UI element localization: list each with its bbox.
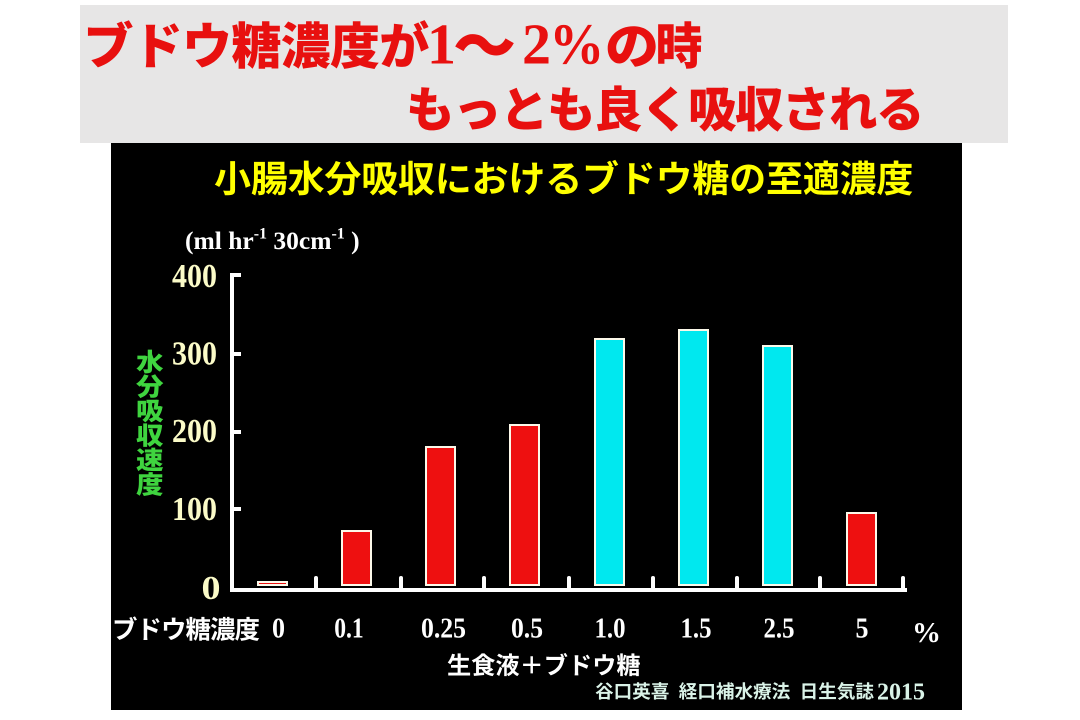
svg-text:100: 100 (172, 491, 217, 528)
svg-text:0.25: 0.25 (421, 613, 466, 645)
svg-text:0: 0 (272, 613, 285, 645)
svg-text:(ml hr-1 30cm-1 ): (ml hr-1 30cm-1 ) (185, 226, 360, 256)
svg-text:2015: 2015 (877, 680, 925, 706)
svg-text:0.1: 0.1 (334, 613, 364, 645)
svg-text:400: 400 (172, 258, 217, 295)
svg-text:0.5: 0.5 (511, 613, 543, 645)
svg-text:5: 5 (856, 613, 869, 645)
svg-text:1.5: 1.5 (681, 613, 712, 645)
svg-text:%: % (912, 617, 941, 649)
svg-text:200: 200 (172, 413, 217, 450)
svg-text:2.5: 2.5 (764, 613, 795, 645)
svg-text:300: 300 (172, 336, 217, 373)
svg-text:0: 0 (202, 570, 221, 607)
svg-text:1.0: 1.0 (595, 613, 626, 645)
